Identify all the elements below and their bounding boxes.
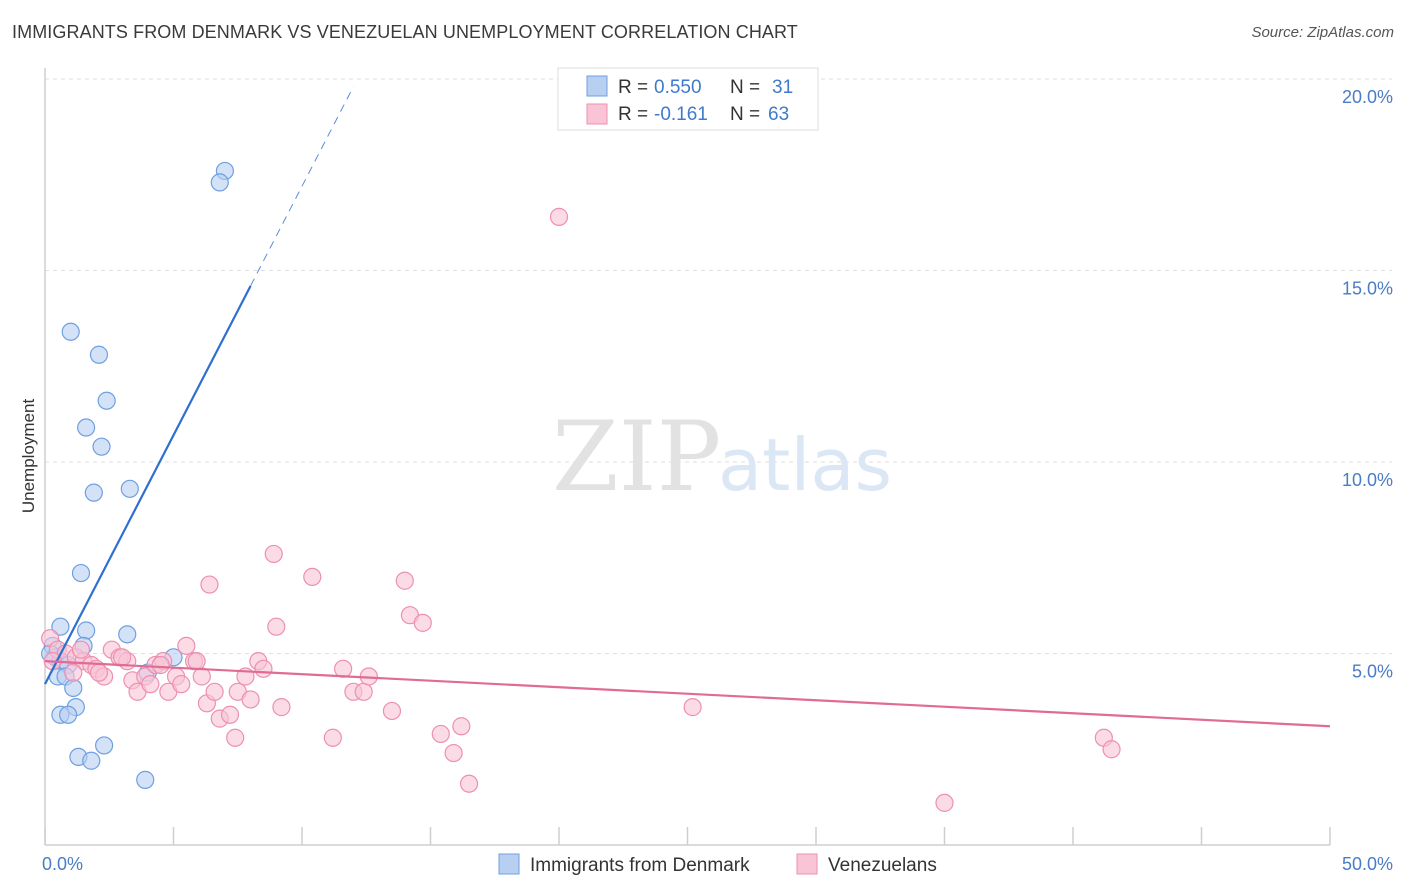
- bottom-legend-label-denmark: Immigrants from Denmark: [530, 855, 750, 876]
- venezuelans-point-48: [431, 724, 450, 744]
- y-tick-label-5: 5.0%: [1352, 662, 1393, 682]
- chart-title: IMMIGRANTS FROM DENMARK VS VENEZUELAN UN…: [12, 22, 798, 42]
- venezuelans-point-35: [267, 617, 286, 636]
- trend-lines: [44, 86, 1331, 728]
- venezuelans-point-36: [272, 698, 291, 717]
- venezuelans-point-47: [413, 613, 432, 632]
- bottom-legend-swatch-venezuelans: [796, 853, 818, 875]
- legend-r-label-denmark: R =: [618, 77, 648, 98]
- source-label: Source: ZipAtlas.com: [1251, 24, 1394, 41]
- watermark: ZIP atlas: [552, 401, 892, 513]
- denmark-point-9: [71, 563, 91, 583]
- venezuelans-point-37: [264, 544, 283, 564]
- venezuelans-point-38: [303, 567, 322, 587]
- y-tick-label-20: 20.0%: [1342, 87, 1393, 107]
- legend-r-label-venezuelans: R =: [618, 104, 648, 125]
- venezuelans-point-44: [382, 701, 402, 721]
- denmark-point-1: [210, 173, 229, 192]
- venezuelans-point-45: [395, 571, 414, 590]
- venezuelans-point-59: [187, 652, 206, 671]
- venezuelans-point-8: [64, 663, 83, 682]
- legend-r-value-denmark: 0.550: [654, 77, 702, 98]
- denmark-point-3: [89, 345, 109, 364]
- denmark-point-29: [136, 770, 155, 789]
- legend-r-value-venezuelans: -0.161: [654, 104, 708, 125]
- denmark-trend-line: [44, 285, 252, 685]
- venezuelans-point-53: [683, 698, 702, 717]
- axes: [44, 68, 1331, 846]
- y-tick-label-10: 10.0%: [1342, 470, 1393, 490]
- denmark-trend-extension: [250, 86, 354, 287]
- venezuelans-point-27: [220, 705, 240, 724]
- venezuelans-point-20: [172, 675, 191, 694]
- venezuelans-point-28: [226, 728, 245, 747]
- venezuelans-point-23: [192, 667, 211, 686]
- venezuelans-point-34: [200, 575, 219, 594]
- venezuelans-point-50: [452, 717, 471, 736]
- venezuelans-point-40: [334, 659, 353, 678]
- denmark-point-25: [59, 705, 78, 724]
- denmark-point-11: [77, 621, 96, 640]
- venezuelans-point-61: [151, 655, 170, 675]
- denmark-point-4: [97, 391, 116, 410]
- x-tick-label-min: 0.0%: [42, 854, 83, 874]
- legend-n-label-venezuelans: N =: [730, 104, 760, 125]
- denmark-point-2: [61, 322, 80, 341]
- legend-n-value-venezuelans: 63: [768, 104, 789, 125]
- denmark-point-26: [95, 736, 114, 755]
- legend-swatch-venezuelans: [586, 103, 608, 125]
- venezuelans-point-39: [323, 728, 342, 747]
- denmark-point-28: [82, 751, 101, 770]
- venezuelans-point-33: [254, 659, 273, 678]
- venezuelans-point-60: [71, 640, 91, 659]
- venezuelans-point-58: [112, 648, 132, 667]
- venezuelans-point-31: [241, 690, 260, 709]
- denmark-point-5: [77, 418, 96, 437]
- denmark-point-22: [64, 678, 83, 698]
- venezuelans-point-52: [549, 207, 569, 226]
- denmark-point-8: [120, 479, 139, 498]
- x-tick-label-max: 50.0%: [1342, 854, 1393, 874]
- venezuelans-point-21: [177, 636, 196, 655]
- grid-lines: [45, 78, 1392, 654]
- bottom-legend-label-venezuelans: Venezuelans: [828, 855, 937, 876]
- watermark-atlas: atlas: [718, 423, 892, 507]
- venezuelans-point-54: [935, 793, 954, 812]
- denmark-point-7: [84, 483, 103, 502]
- venezuelans-point-42: [354, 682, 373, 701]
- bottom-legend: Immigrants from Denmark Venezuelans: [498, 853, 937, 876]
- venezuelans-point-49: [444, 743, 463, 763]
- y-tick-label-15: 15.0%: [1342, 279, 1393, 299]
- venezuelans-point-15: [141, 675, 160, 694]
- y-axis-label: Unemployment: [19, 399, 38, 514]
- denmark-point-6: [92, 437, 111, 456]
- venezuelans-point-25: [205, 682, 224, 701]
- legend-n-value-denmark: 31: [772, 77, 793, 98]
- tick-labels: 5.0% 10.0% 15.0% 20.0% 0.0% 50.0%: [42, 87, 1393, 874]
- denmark-point-12: [118, 625, 137, 644]
- legend-box: R = 0.550 N = 31 R = -0.161 N = 63: [557, 67, 819, 131]
- bottom-legend-swatch-denmark: [498, 853, 520, 875]
- denmark-point-10: [51, 617, 70, 636]
- legend-swatch-denmark: [586, 75, 608, 97]
- venezuelans-trend-line: [44, 660, 1331, 728]
- watermark-zip: ZIP: [552, 401, 721, 513]
- venezuelans-point-56: [1102, 740, 1121, 759]
- venezuelans-point-51: [459, 774, 479, 793]
- legend-n-label-denmark: N =: [730, 77, 760, 98]
- venezuelans-point-57: [89, 663, 109, 682]
